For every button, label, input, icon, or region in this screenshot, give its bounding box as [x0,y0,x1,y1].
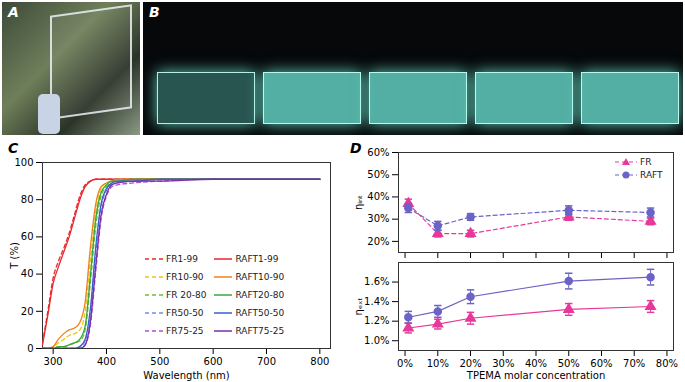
svg-text:60%: 60% [590,358,612,369]
svg-text:500: 500 [150,356,169,367]
html-text:D: D [350,140,362,156]
svg-text:0%: 0% [397,358,413,369]
svg-text:ηₑₓₜ: ηₑₓₜ [353,298,364,316]
svg-text:50%: 50% [558,358,580,369]
svg-text:60%: 60% [367,147,389,158]
html-text:RAFT50-50: RAFT50-50 [235,308,285,318]
svg-text:1.4%: 1.4% [364,296,389,307]
svg-text:20: 20 [21,306,34,317]
svg-text:600: 600 [204,356,223,367]
svg-text:0: 0 [27,343,33,354]
svg-text:10%: 10% [427,358,449,369]
html-text:RAFT1-99: RAFT1-99 [235,254,279,264]
svg-text:50%: 50% [367,169,389,180]
html-text:RAFT20-80: RAFT20-80 [235,290,285,300]
svg-text:40: 40 [21,268,34,279]
svg-text:70%: 70% [623,358,645,369]
svg-text:40%: 40% [367,191,389,202]
html-text:FR50-50: FR50-50 [166,308,204,318]
svg-text:Wavelength (nm): Wavelength (nm) [143,370,229,381]
svg-text:80%: 80% [656,358,678,369]
html-text:RAFT75-25: RAFT75-25 [235,326,285,336]
html-text:C: C [8,140,19,156]
html-text:FR75-25: FR75-25 [166,326,204,336]
svg-text:300: 300 [44,356,63,367]
svg-text:60: 60 [21,231,34,242]
svg-text:T (%): T (%) [9,242,20,270]
svg-text:80: 80 [21,194,34,205]
svg-text:1.6%: 1.6% [364,276,389,287]
html-text:FR1-99: FR1-99 [166,254,198,264]
html-text:FR10-90: FR10-90 [166,272,204,282]
svg-text:ηᵢₙₜ: ηᵢₙₜ [353,195,364,210]
svg-text:TPEMA molar concentration: TPEMA molar concentration [466,370,605,381]
svg-text:800: 800 [310,356,329,367]
html-text:FR 20-80: FR 20-80 [166,290,207,300]
svg-text:20%: 20% [367,236,389,247]
svg-text:100: 100 [14,157,33,168]
html-text:FR: FR [640,156,652,167]
html-text:RAFT: RAFT [640,169,663,180]
svg-text:30%: 30% [492,358,514,369]
svg-text:700: 700 [257,356,276,367]
svg-text:20%: 20% [459,358,481,369]
html-text:RAFT10-90: RAFT10-90 [235,272,285,282]
svg-text:40%: 40% [525,358,547,369]
html-text:A: A [8,4,19,20]
svg-text:1.0%: 1.0% [364,335,389,346]
svg-text:30%: 30% [367,213,389,224]
svg-text:400: 400 [97,356,116,367]
html-text:B: B [149,4,160,20]
svg-text:1.2%: 1.2% [364,315,389,326]
